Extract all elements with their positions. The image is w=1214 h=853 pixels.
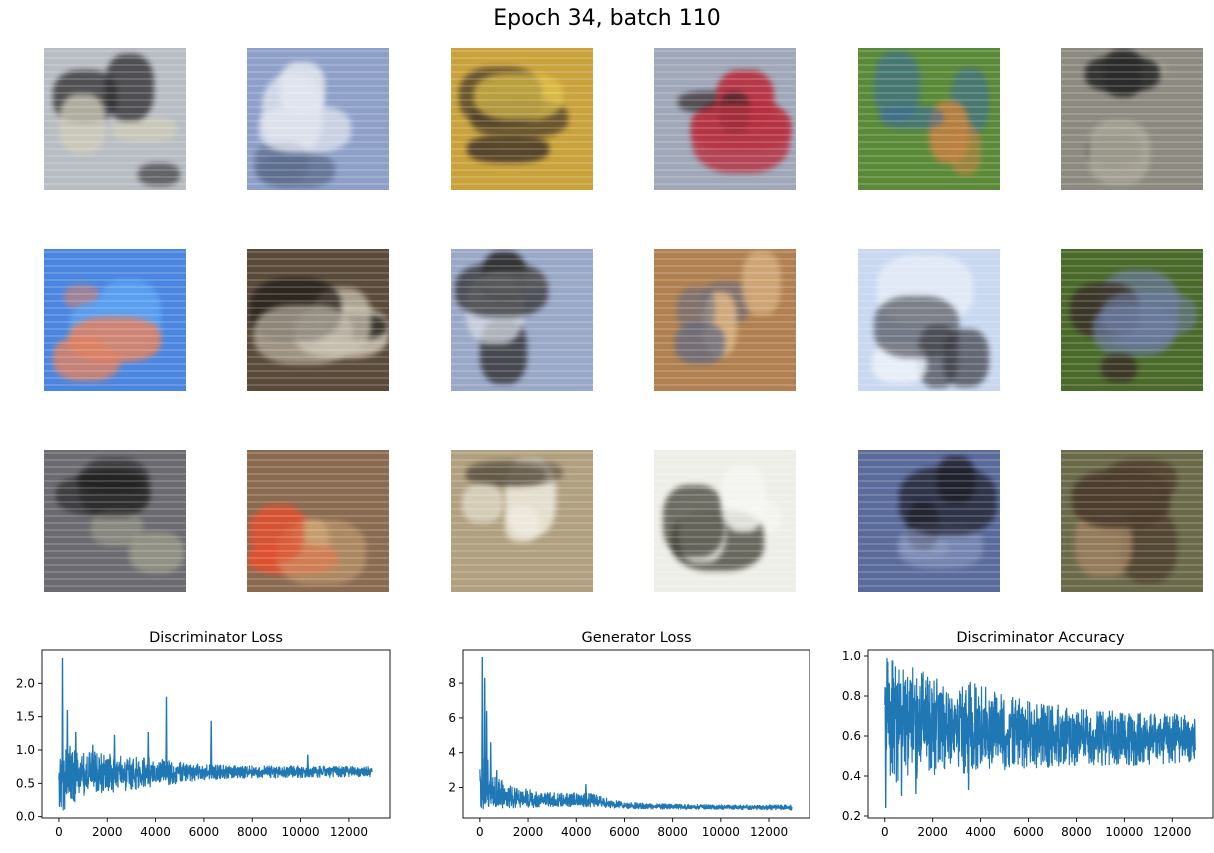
x-tick-label: 0 bbox=[881, 825, 889, 839]
series-spike-2 bbox=[900, 712, 903, 797]
generated-sample-2 bbox=[247, 48, 389, 190]
series-spike-5 bbox=[113, 734, 116, 774]
series-spike-3 bbox=[74, 731, 77, 776]
x-tick-label: 6000 bbox=[609, 825, 640, 839]
generated-sample-9 bbox=[451, 249, 593, 391]
series-spike-3 bbox=[485, 710, 488, 792]
generated-sample-10 bbox=[654, 249, 796, 391]
series-spike-9 bbox=[306, 754, 309, 772]
generated-sample-1 bbox=[44, 48, 186, 190]
y-tick-label: 0.5 bbox=[16, 776, 35, 790]
y-tick-label: 8 bbox=[448, 676, 456, 690]
generated-sample-14 bbox=[247, 450, 389, 592]
series-line bbox=[479, 750, 793, 811]
generated-sample-3 bbox=[451, 48, 593, 190]
series-spike-7 bbox=[165, 696, 168, 773]
x-tick-label: 12000 bbox=[750, 825, 788, 839]
generated-sample-12 bbox=[1061, 249, 1203, 391]
series-spike-4 bbox=[91, 744, 94, 774]
figure-suptitle: Epoch 34, batch 110 bbox=[493, 6, 721, 31]
generated-sample-17 bbox=[858, 450, 1000, 592]
generated-sample-6 bbox=[1061, 48, 1203, 190]
y-tick-label: 4 bbox=[448, 746, 456, 760]
generated-sample-7 bbox=[44, 249, 186, 391]
y-tick-label: 0.4 bbox=[842, 769, 861, 783]
x-tick-label: 10000 bbox=[281, 825, 319, 839]
axes-frame bbox=[41, 649, 391, 819]
generated-sample-15 bbox=[451, 450, 593, 592]
series-spike-3 bbox=[914, 717, 918, 795]
series-spike-1 bbox=[884, 706, 887, 809]
x-tick-label: 2000 bbox=[92, 825, 123, 839]
chart-title: Generator Loss bbox=[581, 630, 691, 646]
y-tick-label: 0.6 bbox=[842, 729, 861, 743]
y-tick-label: 0.2 bbox=[842, 809, 861, 823]
x-tick-label: 10000 bbox=[1105, 825, 1143, 839]
x-tick-label: 8000 bbox=[237, 825, 268, 839]
discriminator-accuracy-plot: Discriminator Accuracy 0 2000 4000 6000 8000 1… bbox=[842, 630, 1214, 839]
series-line bbox=[58, 745, 373, 811]
generated-sample-4 bbox=[654, 48, 796, 190]
chart-title: Discriminator Loss bbox=[149, 630, 283, 646]
x-tick-label: 4000 bbox=[140, 825, 171, 839]
generator-loss-plot: Generator Loss 0 2000 4000 6000 8000 10000 1200… bbox=[448, 630, 810, 839]
y-tick-label: 0.0 bbox=[16, 810, 35, 824]
x-tick-label: 0 bbox=[55, 825, 63, 839]
y-tick-label: 1.5 bbox=[16, 710, 35, 724]
y-tick-label: 2 bbox=[448, 781, 456, 795]
x-tick-label: 0 bbox=[476, 825, 484, 839]
series-spike-4 bbox=[967, 724, 970, 791]
chart-title: Discriminator Accuracy bbox=[956, 630, 1125, 646]
x-tick-label: 6000 bbox=[1013, 825, 1044, 839]
series-spike-1 bbox=[481, 656, 484, 795]
x-tick-label: 4000 bbox=[561, 825, 592, 839]
x-tick-label: 10000 bbox=[702, 825, 740, 839]
axes-frame bbox=[867, 649, 1214, 819]
series-spike-4 bbox=[489, 742, 492, 794]
y-tick-label: 1.0 bbox=[16, 743, 35, 757]
generated-sample-11 bbox=[858, 249, 1000, 391]
x-tick-label: 2000 bbox=[917, 825, 948, 839]
series-spike-5 bbox=[495, 770, 498, 799]
series-spike-1 bbox=[61, 657, 64, 780]
y-tick-label: 6 bbox=[448, 711, 456, 725]
series-line bbox=[884, 657, 1196, 783]
x-tick-label: 4000 bbox=[965, 825, 996, 839]
generated-sample-16 bbox=[654, 450, 796, 592]
x-tick-label: 2000 bbox=[513, 825, 544, 839]
x-tick-label: 8000 bbox=[657, 825, 688, 839]
y-tick-label: 2.0 bbox=[16, 676, 35, 690]
generated-sample-8 bbox=[247, 249, 389, 391]
generated-sample-13 bbox=[44, 450, 186, 592]
discriminator-loss-plot: Discriminator Loss 0 2000 4000 6000 8000 10000… bbox=[16, 630, 391, 839]
x-tick-label: 12000 bbox=[1153, 825, 1191, 839]
series-spike-6 bbox=[584, 784, 588, 802]
x-tick-label: 8000 bbox=[1061, 825, 1092, 839]
y-tick-label: 0.8 bbox=[842, 689, 861, 703]
y-tick-label: 1.0 bbox=[842, 649, 861, 663]
series-spike-2 bbox=[66, 709, 69, 778]
x-tick-label: 6000 bbox=[189, 825, 220, 839]
axes-frame bbox=[462, 649, 810, 819]
series-spike-8 bbox=[210, 720, 213, 773]
generated-sample-5 bbox=[858, 48, 1000, 190]
x-tick-label: 12000 bbox=[330, 825, 368, 839]
series-spike-2 bbox=[483, 677, 486, 793]
series-spike-6 bbox=[147, 731, 150, 773]
generated-sample-18 bbox=[1061, 450, 1203, 592]
